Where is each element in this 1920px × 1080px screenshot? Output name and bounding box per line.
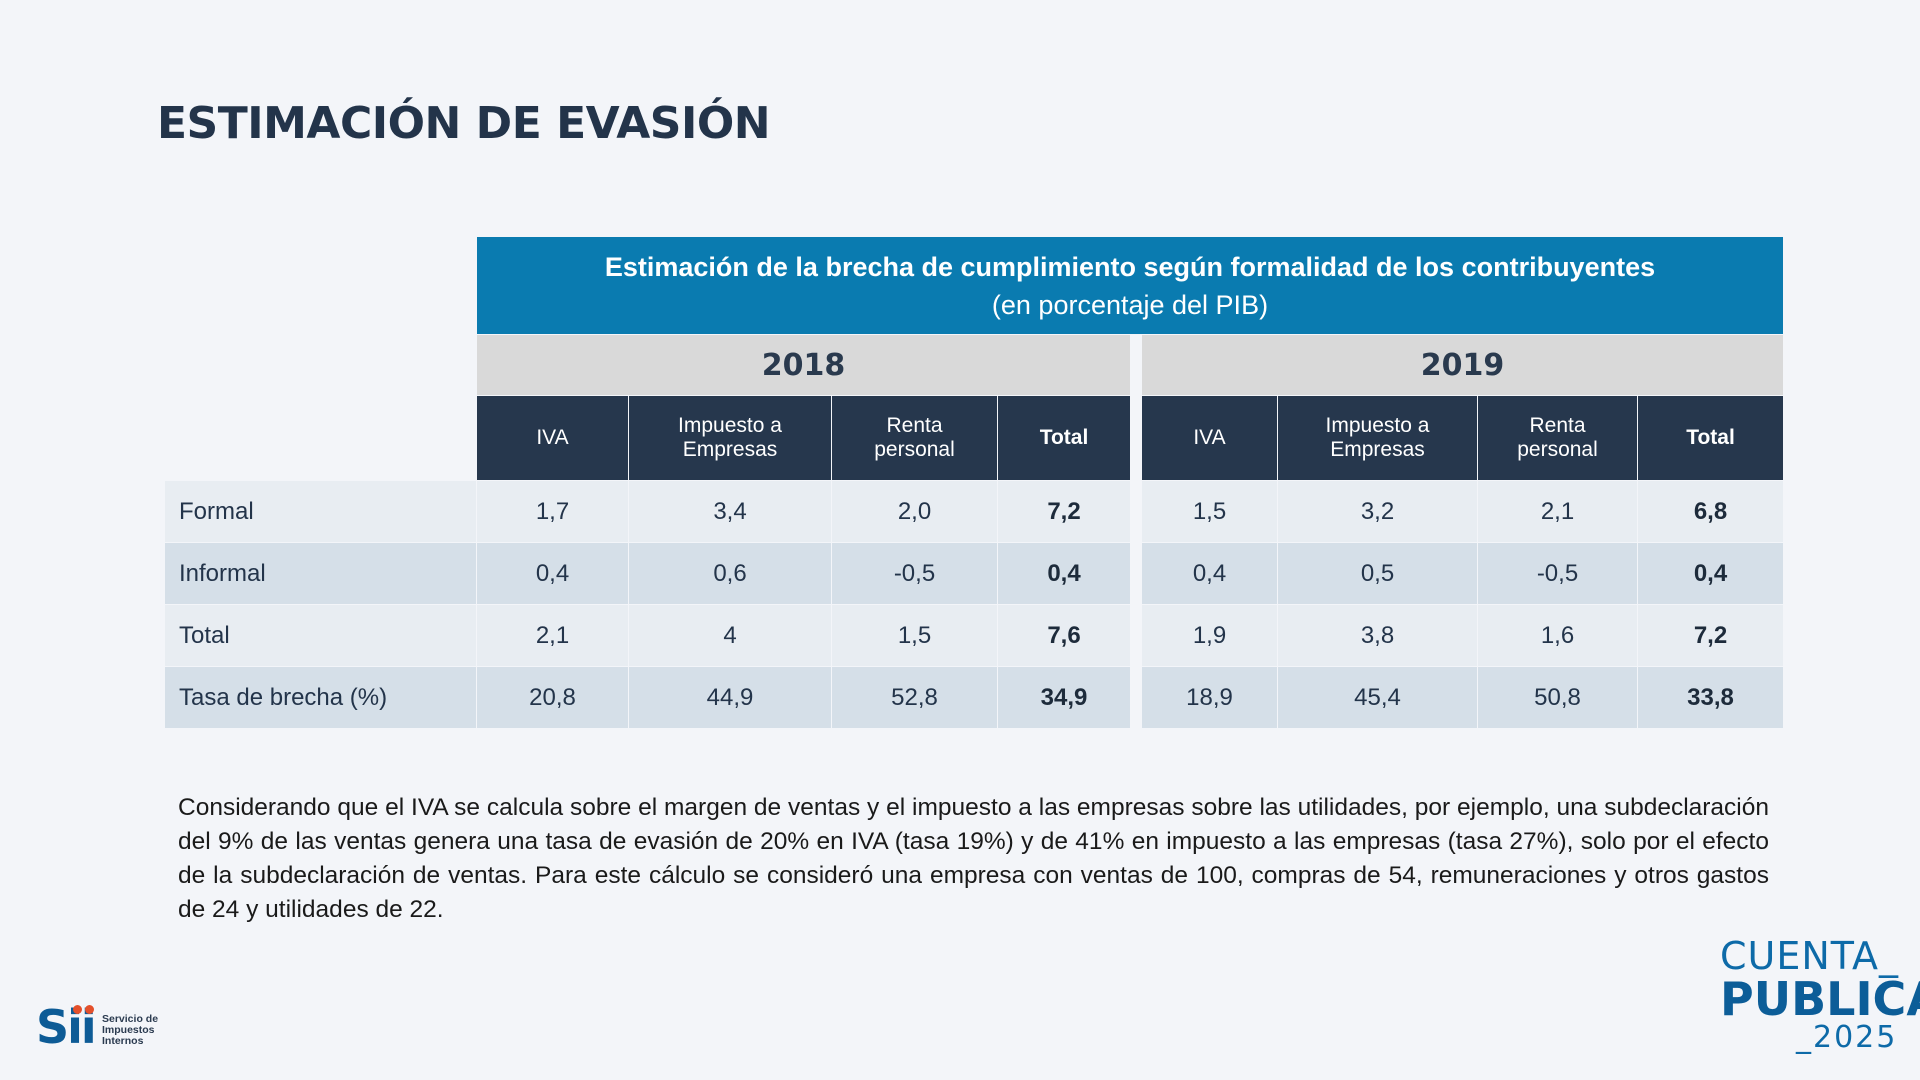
table-cell: 44,9 bbox=[629, 667, 831, 728]
cuenta-logo-line1: CUENTA_ bbox=[1720, 934, 1900, 978]
column-header-2019-total: Total bbox=[1638, 396, 1783, 480]
explanatory-note: Considerando que el IVA se calcula sobre… bbox=[178, 794, 1769, 923]
table-cell: 1,5 bbox=[832, 605, 997, 666]
table-title: Estimación de la brecha de cumplimiento … bbox=[604, 251, 1656, 282]
cuenta-logo-line3: _2025 bbox=[1796, 1020, 1898, 1055]
row-label: Total bbox=[165, 605, 476, 666]
table-cell: -0,5 bbox=[832, 543, 997, 604]
table-cell: 2,1 bbox=[477, 605, 628, 666]
column-header-2018-iva: IVA bbox=[477, 396, 628, 480]
table-cell: 3,8 bbox=[1278, 605, 1477, 666]
column-header-2018-renta-personal: Renta personal bbox=[832, 396, 997, 480]
table-banner: Estimación de la brecha de cumplimiento … bbox=[477, 237, 1783, 334]
cuenta-publica-logo: CUENTA_ PUBLICA _2025 bbox=[1720, 936, 1920, 1056]
table-cell: 18,9 bbox=[1142, 667, 1277, 728]
sii-logo-line: Impuestos bbox=[102, 1024, 155, 1036]
table-cell: 1,6 bbox=[1478, 605, 1637, 666]
table-cell: 2,1 bbox=[1478, 481, 1637, 542]
row-label: Formal bbox=[165, 481, 476, 542]
sii-logo-line: Internos bbox=[102, 1035, 144, 1047]
column-header-2019-impuesto-empresas: Impuesto a Empresas bbox=[1278, 396, 1477, 480]
sii-logo-text: Servicio de Impuestos Internos bbox=[102, 1014, 158, 1047]
cuenta-logo-line2: PUBLICA bbox=[1720, 972, 1920, 1026]
column-header-2019-iva: IVA bbox=[1142, 396, 1277, 480]
year-header-2019: 2019 bbox=[1142, 335, 1783, 395]
table-cell: 52,8 bbox=[832, 667, 997, 728]
table-subtitle: (en porcentaje del PIB) bbox=[991, 289, 1269, 320]
table-cell: 0,4 bbox=[998, 543, 1130, 604]
page-title: ESTIMACIÓN DE EVASIÓN bbox=[157, 98, 771, 149]
table-cell: 45,4 bbox=[1278, 667, 1477, 728]
table-cell: 3,2 bbox=[1278, 481, 1477, 542]
table-cell: -0,5 bbox=[1478, 543, 1637, 604]
row-label: Tasa de brecha (%) bbox=[165, 667, 476, 728]
table-cell: 50,8 bbox=[1478, 667, 1637, 728]
table-cell: 0,4 bbox=[1142, 543, 1277, 604]
row-label: Informal bbox=[165, 543, 476, 604]
table-cell: 0,5 bbox=[1278, 543, 1477, 604]
sii-dot-icon bbox=[73, 1005, 82, 1014]
table-cell: 1,9 bbox=[1142, 605, 1277, 666]
table-cell: 4 bbox=[629, 605, 831, 666]
table-cell: 34,9 bbox=[998, 667, 1130, 728]
sii-dot-icon bbox=[85, 1005, 94, 1014]
column-header-2018-total: Total bbox=[998, 396, 1130, 480]
table-cell: 0,4 bbox=[1638, 543, 1783, 604]
table-cell: 1,5 bbox=[1142, 481, 1277, 542]
table-cell: 7,2 bbox=[998, 481, 1130, 542]
table-cell: 3,4 bbox=[629, 481, 831, 542]
column-header-2019-renta-personal: Renta personal bbox=[1478, 396, 1637, 480]
table-cell: 20,8 bbox=[477, 667, 628, 728]
table-cell: 0,4 bbox=[477, 543, 628, 604]
table-cell: 7,6 bbox=[998, 605, 1130, 666]
table-cell: 6,8 bbox=[1638, 481, 1783, 542]
sii-logo: Sii Servicio de Impuestos Internos bbox=[36, 1003, 181, 1051]
table-cell: 7,2 bbox=[1638, 605, 1783, 666]
table-cell: 1,7 bbox=[477, 481, 628, 542]
column-header-2018-impuesto-empresas: Impuesto a Empresas bbox=[629, 396, 831, 480]
year-header-2018: 2018 bbox=[477, 335, 1130, 395]
table-cell: 33,8 bbox=[1638, 667, 1783, 728]
table-cell: 0,6 bbox=[629, 543, 831, 604]
sii-logo-line: Servicio de bbox=[102, 1013, 159, 1025]
table-cell: 2,0 bbox=[832, 481, 997, 542]
